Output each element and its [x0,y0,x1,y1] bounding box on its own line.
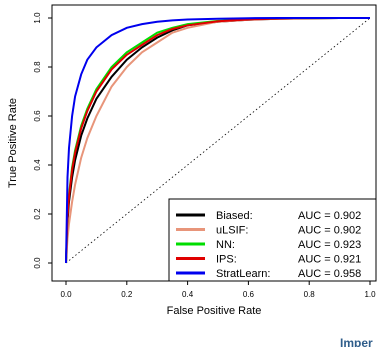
legend-label-4: StratLearn: [216,268,270,280]
legend-label-1: uLSIF: [216,225,248,237]
legend-auc-3: AUC = 0.921 [298,254,361,266]
legend-label-3: IPS: [216,254,237,266]
y-tick-label: 0.8 [33,61,42,73]
y-axis-label: True Positive Rate [7,98,19,188]
legend-auc-4: AUC = 0.958 [298,268,361,280]
x-axis: 0.0 0.2 0.4 0.6 0.8 1.0 [60,280,376,299]
legend-label-2: NN: [216,239,235,251]
legend-box [168,198,377,282]
x-tick-label: 0.0 [60,290,72,299]
y-tick-label: 0.6 [33,110,42,122]
x-tick-label: 1.0 [364,290,376,299]
y-axis: 0.0 0.2 0.4 0.6 0.8 1.0 [33,12,53,269]
y-tick-label: 1.0 [33,12,42,24]
legend-label-0: Biased: [216,210,253,222]
roc-curves [65,17,370,264]
roc-curve-4 [65,17,370,264]
reference-diagonal [65,17,371,264]
legend-auc-0: AUC = 0.902 [298,210,361,222]
y-tick-label: 0.2 [33,208,42,220]
legend: Biased: AUC = 0.902 uLSIF: AUC = 0.902 NN: AU… [168,198,377,282]
x-tick-label: 0.4 [182,290,194,299]
legend-auc-2: AUC = 0.923 [298,239,361,251]
y-tick-label: 0.4 [33,159,42,171]
x-tick-label: 0.2 [121,290,133,299]
y-tick-label: 0.0 [33,257,42,269]
legend-auc-1: AUC = 0.902 [298,225,361,237]
x-axis-label: False Positive Rate [167,305,262,317]
x-tick-label: 0.8 [304,290,316,299]
watermark-text: Imper [340,336,373,347]
x-tick-label: 0.6 [243,290,255,299]
